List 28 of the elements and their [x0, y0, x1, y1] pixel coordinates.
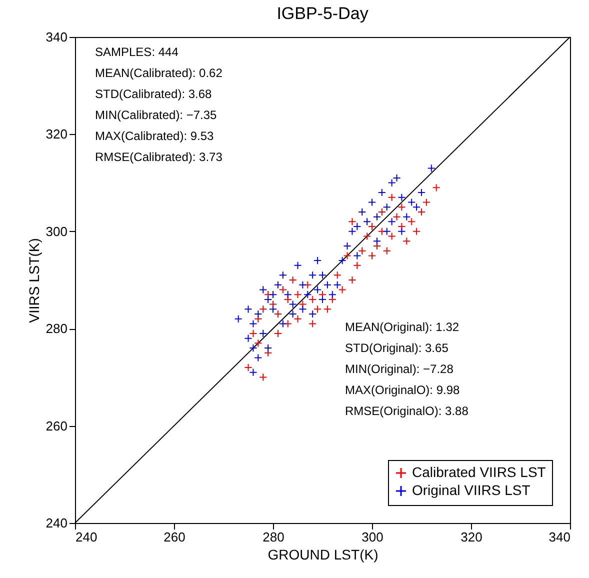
y-tick-label: 280: [46, 321, 68, 336]
annotation: MAX(OriginalO): 9.98: [345, 383, 460, 397]
annotation: SAMPLES: 444: [95, 45, 179, 59]
annotation: MIN(Original): −7.28: [345, 362, 454, 376]
legend-label: Calibrated VIIRS LST: [412, 464, 546, 480]
y-tick-label: 260: [46, 418, 68, 434]
y-tick-label: 240: [46, 516, 68, 530]
annotation: MEAN(Calibrated): 0.62: [95, 66, 223, 80]
y-tick-label: 300: [46, 224, 68, 239]
annotation: RMSE(Calibrated): 3.73: [95, 150, 223, 164]
x-tick-label: 320: [460, 530, 482, 544]
x-tick-label: 280: [262, 530, 284, 544]
chart-title: IGBP-5-Day: [276, 4, 369, 23]
x-tick-label: 260: [164, 530, 186, 544]
annotation: MIN(Calibrated): −7.35: [95, 108, 218, 122]
legend-label: Original VIIRS LST: [412, 482, 531, 498]
y-axis-title: VIIRS LST(K): [26, 238, 42, 323]
x-tick-label: 300: [362, 530, 384, 544]
y-tick-label: 320: [46, 126, 68, 142]
x-tick-label: 240: [76, 530, 98, 544]
x-tick-label: 340: [548, 530, 570, 544]
annotation: STD(Calibrated): 3.68: [95, 87, 212, 101]
x-axis-title: GROUND LST(K): [268, 546, 378, 562]
annotation: MEAN(Original): 1.32: [345, 320, 460, 334]
annotation: STD(Original): 3.65: [345, 341, 449, 355]
annotation: MAX(Calibrated): 9.53: [95, 129, 214, 143]
annotation: RMSE(OriginalO): 3.88: [345, 404, 469, 418]
y-tick-label: 340: [46, 30, 68, 44]
